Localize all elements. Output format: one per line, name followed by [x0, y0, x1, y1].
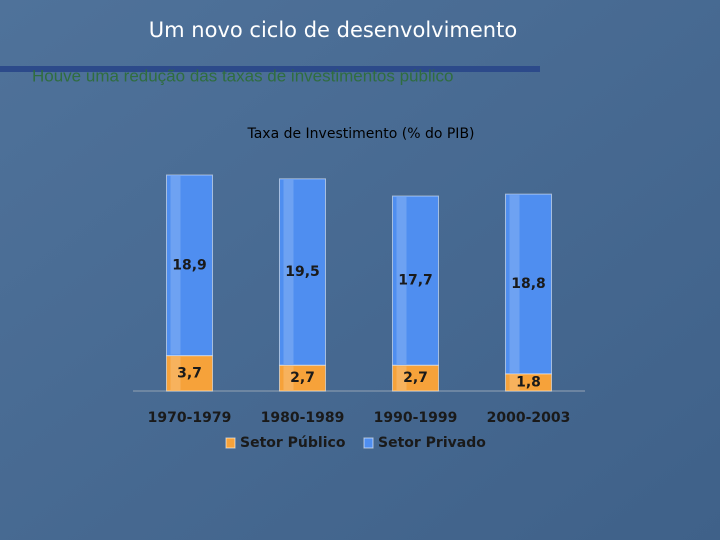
- x-tick-label: 2000-2003: [487, 410, 571, 426]
- value-label: 3,7: [177, 365, 202, 381]
- bar-segment: [166, 174, 213, 357]
- divider: [0, 66, 540, 72]
- bar-segment: [166, 355, 213, 392]
- bar-highlight: [509, 195, 520, 373]
- bar-segment: [392, 364, 439, 392]
- value-label: 18,8: [511, 276, 546, 292]
- bar-highlight: [283, 179, 294, 365]
- bar-highlight: [396, 197, 407, 365]
- bar-highlight: [170, 176, 181, 355]
- value-label: 2,7: [403, 370, 428, 386]
- value-label: 17,7: [398, 273, 433, 289]
- bar-highlight: [509, 374, 520, 390]
- slide-subtitle: Houve uma redução das taxas de investime…: [32, 66, 453, 85]
- legend-label: Setor Público: [240, 435, 346, 451]
- legend-label: Setor Privado: [378, 435, 486, 451]
- bar-highlight: [283, 366, 294, 390]
- x-tick-label: 1970-1979: [148, 410, 232, 426]
- value-label: 18,9: [172, 257, 207, 273]
- bar-highlight: [170, 356, 181, 390]
- value-label: 2,7: [290, 370, 315, 386]
- bar-segment: [505, 193, 552, 375]
- legend-swatch: [225, 437, 236, 449]
- x-tick-label: 1980-1989: [261, 410, 345, 426]
- bar-highlight: [396, 366, 407, 390]
- legend-swatch: [363, 437, 374, 449]
- slide-title: Um novo ciclo de desenvolvimento: [149, 18, 517, 42]
- value-label: 1,8: [516, 374, 541, 390]
- chart-title: Taxa de Investimento (% do PIB): [246, 126, 474, 142]
- bar-segment: [279, 178, 326, 366]
- bar-segment: [392, 195, 439, 366]
- value-label: 19,5: [285, 264, 320, 280]
- x-tick-label: 1990-1999: [374, 410, 458, 426]
